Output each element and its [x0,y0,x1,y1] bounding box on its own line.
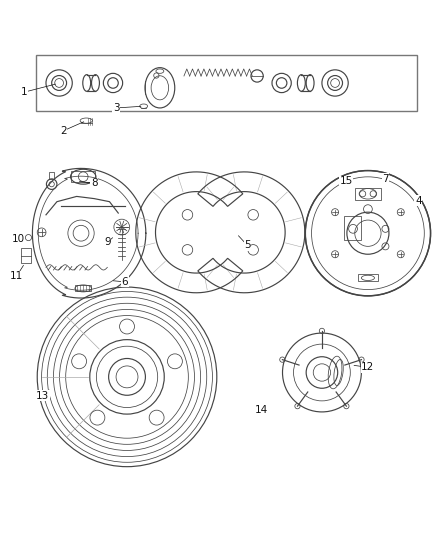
Text: 9: 9 [104,237,111,247]
Text: 15: 15 [339,176,353,186]
Bar [344,216,361,240]
Text: 5: 5 [244,240,251,251]
Text: 13: 13 [36,391,49,401]
Text: 3: 3 [113,103,120,113]
Bar [36,55,417,110]
Text: 11: 11 [10,271,23,281]
Bar [21,248,31,263]
Text: 2: 2 [60,126,67,136]
Text: 10: 10 [12,235,25,244]
Text: 12: 12 [361,362,374,372]
Text: 14: 14 [255,405,268,415]
Text: 7: 7 [382,174,389,184]
Bar [358,274,378,281]
Bar [71,172,95,182]
Bar [49,172,54,179]
Bar [75,285,91,292]
Text: 8: 8 [91,178,98,188]
Text: 1: 1 [21,87,28,97]
Text: 6: 6 [121,277,128,287]
Bar [355,188,381,200]
Text: 4: 4 [415,196,422,206]
